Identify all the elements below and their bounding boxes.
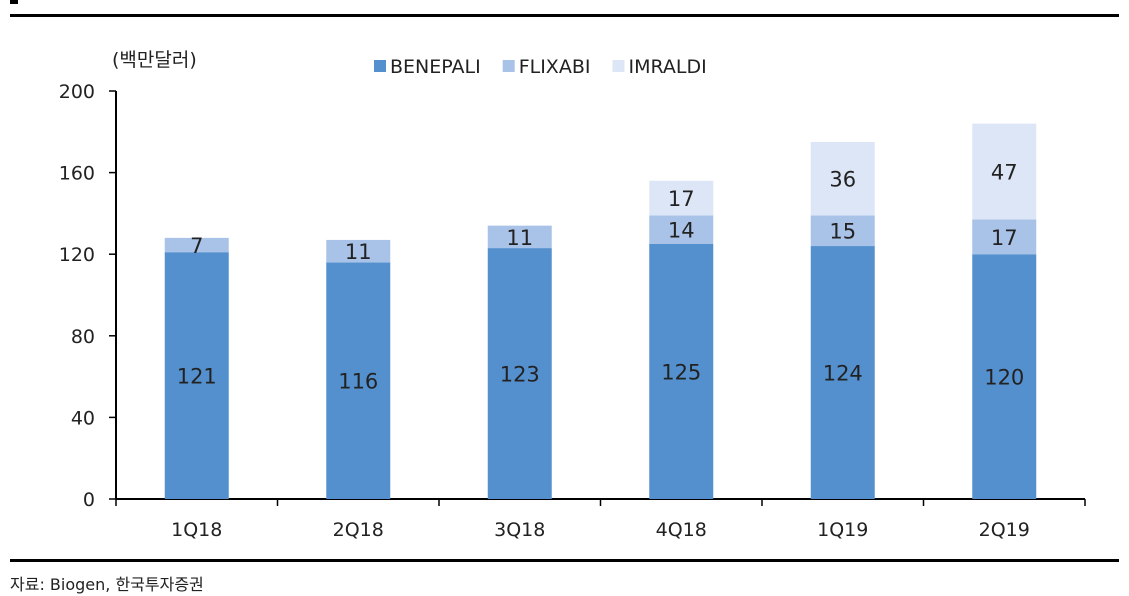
legend-swatch-benepali	[374, 60, 386, 72]
x-tick-label: 2Q19	[979, 519, 1030, 541]
header-rule-fragment	[10, 0, 18, 4]
x-tick-label: 2Q18	[333, 519, 384, 541]
data-label: 7	[190, 234, 203, 258]
stacked-bar-chart: 0 40 80 120 160 200 1Q18 2Q18 3Q18 4Q18 1Q19 2Q19 1…	[59, 49, 1086, 541]
legend-label: IMRALDI	[628, 56, 706, 78]
bar-segment-benepali	[649, 244, 714, 499]
x-tick-label: 4Q18	[656, 519, 707, 541]
legend-label: FLIXABI	[519, 56, 591, 78]
data-label: 17	[991, 226, 1018, 250]
data-label: 116	[338, 370, 378, 394]
bar-segment-imraldi	[972, 123, 1037, 220]
y-tick-label: 160	[59, 163, 95, 185]
labels: 121 7 116 11 123 11 125 14 17 124 15 36 120 17 47	[177, 161, 1025, 394]
bar-segment-flixabi	[326, 239, 391, 263]
bar-segment-flixabi	[487, 225, 552, 249]
x-tick-label: 1Q18	[171, 519, 222, 541]
data-label: 120	[984, 366, 1024, 390]
legend: BENEPALI FLIXABI IMRALDI	[374, 56, 707, 78]
bar-segment-flixabi	[164, 237, 229, 253]
data-label: 11	[506, 226, 533, 250]
y-tick-label: 40	[71, 407, 95, 429]
source-note: 자료: Biogen, 한국투자증권	[10, 575, 204, 594]
bar-segment-benepali	[487, 248, 552, 499]
y-tick-label: 0	[83, 489, 95, 511]
legend-label: BENEPALI	[390, 56, 481, 78]
data-label: 36	[829, 168, 856, 192]
y-tick-label: 120	[59, 244, 95, 266]
bar-segment-benepali	[326, 262, 391, 499]
data-label: 11	[345, 240, 372, 264]
bar-segment-flixabi	[649, 215, 714, 244]
data-label: 14	[668, 219, 695, 243]
legend-swatch-imraldi	[612, 60, 625, 72]
bar-segment-flixabi	[810, 215, 875, 247]
x-tick-label: 3Q18	[494, 519, 545, 541]
data-label: 15	[829, 220, 856, 244]
bar-segment-benepali	[164, 252, 229, 499]
data-label: 121	[177, 365, 217, 389]
y-tick-label: 200	[59, 81, 95, 103]
legend-swatch-flixabi	[502, 60, 515, 72]
x-tick-label: 1Q19	[817, 519, 868, 541]
header-rule	[10, 14, 1119, 17]
data-label: 17	[668, 187, 695, 211]
bar-segment-imraldi	[810, 142, 875, 216]
y-tick-label: 80	[71, 326, 95, 348]
bar-segment-benepali	[972, 254, 1037, 499]
data-label: 123	[500, 363, 540, 387]
data-label: 125	[661, 361, 701, 385]
unit-label: (백만달러)	[112, 49, 197, 71]
bar-segment-flixabi	[972, 219, 1037, 255]
bar-segment-benepali	[810, 246, 875, 499]
footer-rule	[10, 559, 1119, 562]
axes: 0 40 80 120 160 200 1Q18 2Q18 3Q18 4Q18 1Q19 2Q19	[59, 81, 1086, 541]
data-label: 124	[823, 362, 863, 386]
bar-segment-imraldi	[649, 180, 714, 216]
bars	[164, 123, 1037, 499]
data-label: 47	[991, 161, 1018, 185]
